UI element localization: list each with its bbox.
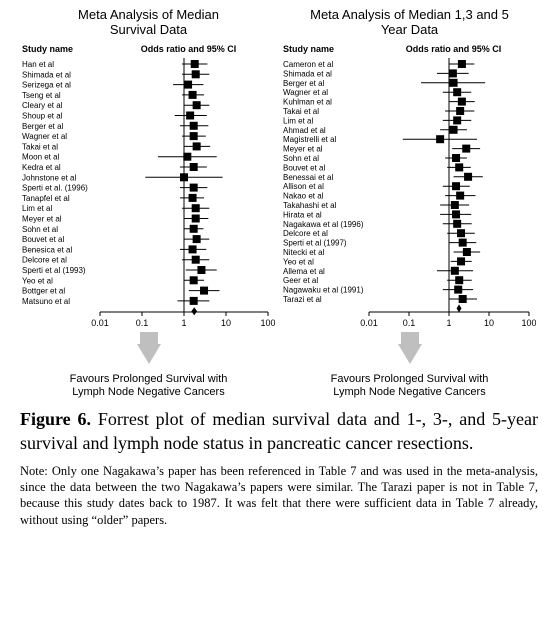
svg-text:Delcore et al: Delcore et al: [22, 256, 67, 265]
svg-text:Yeo et al: Yeo et al: [283, 257, 314, 266]
forest-svg-right: Cameron et alShimada et alBerger et alWa…: [281, 54, 536, 334]
svg-text:Wagner et al: Wagner et al: [283, 88, 328, 97]
svg-text:Meyer et al: Meyer et al: [22, 214, 62, 223]
plot-right-title-line2: Year Data: [381, 22, 438, 37]
svg-text:0.01: 0.01: [360, 318, 378, 328]
plot-left-col-or: Odds ratio and 95% CI: [100, 44, 277, 54]
svg-text:Wagner et al: Wagner et al: [22, 132, 67, 141]
forest-svg-left: Han et alShimada et alSerizega et al Tsen…: [20, 54, 275, 334]
svg-text:100: 100: [260, 318, 275, 328]
svg-text:10: 10: [484, 318, 494, 328]
plot-left-col-study: Study name: [20, 44, 100, 54]
svg-text:Shimada et al: Shimada et al: [283, 69, 332, 78]
down-arrow-shaft-icon: [401, 332, 419, 344]
svg-text:Serizega et al: Serizega et al: [22, 80, 71, 89]
svg-text:Takai et al: Takai et al: [22, 142, 58, 151]
svg-text:Magistrelli et al: Magistrelli et al: [283, 135, 337, 144]
figure-caption: Figure 6. Forrest plot of median surviva…: [20, 408, 538, 455]
plot-right-header: Study name Odds ratio and 95% CI: [281, 44, 538, 54]
plot-right-arrow-caption-2: Lymph Node Negative Cancers: [333, 386, 485, 398]
svg-text:Takai et al: Takai et al: [283, 107, 319, 116]
svg-text:Bouvet et al: Bouvet et al: [22, 235, 64, 244]
svg-text:Cameron et al: Cameron et al: [283, 60, 333, 69]
svg-text:Tanapfel et al: Tanapfel et al: [22, 194, 70, 203]
figure-number: Figure 6.: [20, 409, 91, 429]
svg-text:Bottger et al: Bottger et al: [22, 286, 65, 295]
svg-text:Sohn et al: Sohn et al: [283, 154, 319, 163]
svg-text:Lim et al: Lim et al: [22, 204, 52, 213]
svg-text:Shimada et al: Shimada et al: [22, 70, 71, 79]
svg-text:Nagawaku et al (1991): Nagawaku et al (1991): [283, 285, 364, 294]
svg-text:Cleary et al: Cleary et al: [22, 101, 63, 110]
svg-text:1: 1: [446, 318, 451, 328]
svg-text:Bouvet et al: Bouvet et al: [283, 163, 325, 172]
svg-text:Sohn et al: Sohn et al: [22, 225, 58, 234]
plot-right-arrow-block: Favours Prolonged Survival with Lymph No…: [281, 332, 538, 398]
plot-right-arrow-caption: Favours Prolonged Survival with Lymph No…: [281, 373, 538, 398]
svg-text:Lim et al: Lim et al: [283, 116, 313, 125]
svg-text:Benessai et al: Benessai et al: [283, 173, 333, 182]
svg-text:Moon et al: Moon et al: [22, 153, 60, 162]
svg-text:10: 10: [221, 318, 231, 328]
svg-text:Berger et al: Berger et al: [283, 79, 325, 88]
svg-text:0.1: 0.1: [136, 318, 149, 328]
plot-right-col-or: Odds ratio and 95% CI: [369, 44, 538, 54]
plot-left-title-line1: Meta Analysis of Median: [78, 7, 219, 22]
plot-right-title: Meta Analysis of Median 1,3 and 5 Year D…: [281, 8, 538, 38]
svg-text:Hirata et al: Hirata et al: [283, 210, 322, 219]
svg-text:Shoup et al: Shoup et al: [22, 111, 63, 120]
plot-right-title-line1: Meta Analysis of Median 1,3 and 5: [310, 7, 509, 22]
down-arrow-shaft-icon: [140, 332, 158, 344]
plot-left-title-line2: Survival Data: [110, 22, 187, 37]
svg-text:Nitecki et al: Nitecki et al: [283, 248, 325, 257]
down-arrow-icon: [137, 344, 161, 364]
svg-text:Nagakawa et al (1996): Nagakawa et al (1996): [283, 220, 364, 229]
plot-left-arrow-caption-1: Favours Prolonged Survival with: [70, 373, 228, 385]
svg-text:1: 1: [181, 318, 186, 328]
plot-left-header: Study name Odds ratio and 95% CI: [20, 44, 277, 54]
svg-text:Tseng et al: Tseng et al: [22, 91, 61, 100]
plot-left-arrow-caption: Favours Prolonged Survival with Lymph No…: [20, 373, 277, 398]
svg-text:Sperti et al (1997): Sperti et al (1997): [283, 238, 347, 247]
svg-text:Benesica et al: Benesica et al: [22, 245, 72, 254]
svg-text:Sperti et al (1993): Sperti et al (1993): [22, 266, 86, 275]
figure-caption-text: Forrest plot of median survival data and…: [20, 409, 538, 452]
svg-text:Nakao et al: Nakao et al: [283, 191, 324, 200]
svg-text:Allema et al: Allema et al: [283, 267, 325, 276]
svg-text:Yeo et al: Yeo et al: [22, 276, 53, 285]
plot-right-col-study: Study name: [281, 44, 369, 54]
svg-text:0.01: 0.01: [91, 318, 109, 328]
plot-right-arrow-caption-1: Favours Prolonged Survival with: [331, 373, 489, 385]
svg-text:Johnstone et al: Johnstone et al: [22, 173, 76, 182]
svg-text:Sperti et al. (1996): Sperti et al. (1996): [22, 183, 88, 192]
svg-text:0.1: 0.1: [403, 318, 416, 328]
forest-plots-row: Meta Analysis of Median Survival Data St…: [20, 8, 538, 398]
svg-text:100: 100: [521, 318, 536, 328]
svg-text:Han et al: Han et al: [22, 60, 54, 69]
svg-text:Kuhlman et al: Kuhlman et al: [283, 97, 332, 106]
svg-text:Meyer et al: Meyer et al: [283, 144, 323, 153]
forest-plot-right: Meta Analysis of Median 1,3 and 5 Year D…: [281, 8, 538, 398]
svg-text:Berger et al: Berger et al: [22, 122, 64, 131]
svg-text:Matsuno et al: Matsuno et al: [22, 297, 70, 306]
forest-plot-left: Meta Analysis of Median Survival Data St…: [20, 8, 277, 398]
svg-text:Geer et al: Geer et al: [283, 276, 318, 285]
svg-text:Takahashi et al: Takahashi et al: [283, 201, 337, 210]
plot-left-arrow-block: Favours Prolonged Survival with Lymph No…: [20, 332, 277, 398]
svg-text:Tarazi et al: Tarazi et al: [283, 295, 322, 304]
svg-text:Delcore et al: Delcore et al: [283, 229, 328, 238]
svg-text:Ahmad et al: Ahmad et al: [283, 126, 326, 135]
plot-left-arrow-caption-2: Lymph Node Negative Cancers: [72, 386, 224, 398]
figure-note: Note: Only one Nagakawa’s paper has been…: [20, 463, 538, 528]
svg-text:Allison et al: Allison et al: [283, 182, 324, 191]
plot-left-title: Meta Analysis of Median Survival Data: [20, 8, 277, 38]
down-arrow-icon: [398, 344, 422, 364]
svg-text:Kedra et al: Kedra et al: [22, 163, 61, 172]
